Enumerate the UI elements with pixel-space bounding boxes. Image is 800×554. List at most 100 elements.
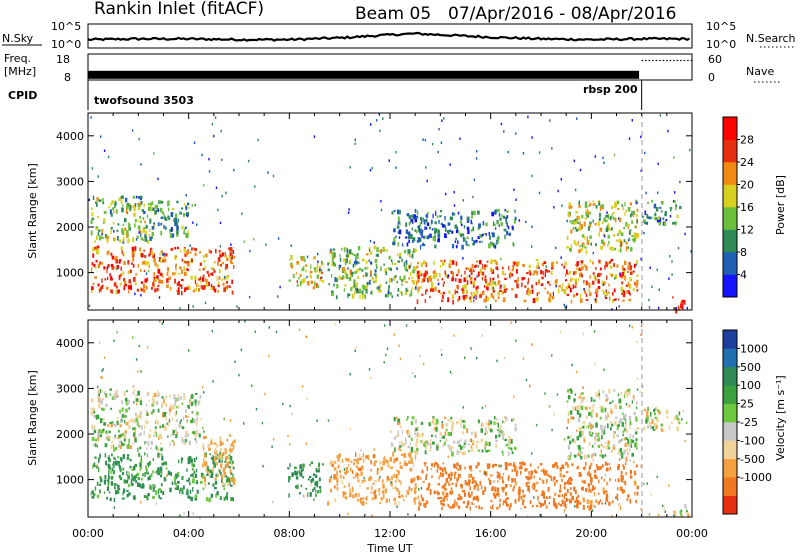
colorbar-tick-label: -1000 (740, 471, 772, 484)
range-cell (151, 226, 155, 230)
range-cell (614, 431, 616, 434)
range-cell (348, 293, 351, 297)
range-cell (462, 199, 464, 202)
range-cell (100, 429, 103, 434)
range-cell (140, 237, 143, 241)
range-cell (521, 277, 525, 281)
range-cell (674, 191, 676, 194)
range-cell (362, 284, 365, 289)
range-cell (580, 427, 583, 433)
range-cell (147, 203, 150, 206)
range-cell (447, 419, 450, 422)
range-cell (570, 410, 573, 415)
range-cell (143, 210, 146, 214)
range-cell (336, 284, 339, 289)
range-cell (380, 199, 382, 203)
range-cell (623, 291, 626, 295)
range-cell (551, 265, 553, 270)
range-cell (484, 486, 487, 492)
range-cell (589, 202, 592, 207)
range-cell (625, 241, 628, 245)
range-cell (407, 416, 409, 419)
range-cell (398, 447, 400, 451)
range-cell (471, 237, 473, 241)
range-cell (114, 424, 117, 427)
range-cell (389, 267, 392, 271)
range-cell (346, 258, 348, 264)
range-cell (185, 414, 187, 418)
range-cell (204, 461, 207, 467)
range-cell (425, 262, 427, 267)
range-cell (493, 416, 496, 420)
range-cell (517, 491, 521, 496)
range-cell (477, 449, 480, 452)
range-cell (175, 410, 177, 415)
range-cell (445, 477, 448, 483)
range-cell (441, 468, 444, 473)
range-cell (450, 431, 452, 436)
range-cell (98, 459, 100, 464)
range-cell (439, 432, 442, 436)
range-cell (123, 260, 126, 265)
range-cell (101, 198, 104, 202)
range-cell (618, 238, 621, 243)
range-cell (120, 458, 123, 461)
range-cell (142, 238, 145, 242)
range-cell (398, 441, 401, 444)
range-cell (385, 353, 387, 357)
range-cell (451, 216, 453, 220)
range-cell (115, 285, 118, 289)
range-cell (587, 211, 590, 214)
range-cell (596, 393, 599, 398)
range-cell (445, 438, 448, 442)
range-cell (187, 460, 191, 465)
range-cell (428, 234, 431, 238)
cpid-panel: CPID twofsound 3503 rbsp 200 (8, 80, 643, 110)
range-cell (370, 491, 373, 494)
range-cell (608, 228, 611, 231)
range-cell (110, 275, 113, 281)
range-cell (513, 219, 516, 224)
range-cell (656, 409, 660, 412)
range-cell (315, 269, 318, 273)
range-cell (97, 283, 100, 287)
range-cell (506, 222, 508, 228)
colorbar-segment (723, 403, 737, 423)
range-cell (548, 475, 551, 478)
range-cell (219, 436, 222, 441)
range-cell (190, 496, 193, 502)
range-cell (189, 456, 192, 461)
range-cell (94, 276, 97, 279)
range-cell (347, 464, 350, 467)
range-cell (481, 422, 484, 427)
range-cell (163, 255, 166, 258)
range-cell (563, 495, 566, 500)
range-cell (618, 398, 622, 404)
range-cell (335, 474, 338, 477)
range-cell (109, 497, 112, 502)
range-cell (106, 266, 109, 269)
range-cell (441, 119, 443, 122)
range-cell (441, 278, 444, 281)
range-cell (173, 476, 176, 482)
range-cell (385, 498, 388, 504)
range-cell (184, 226, 187, 230)
range-cell (91, 207, 93, 211)
range-cell (156, 204, 159, 208)
range-cell (100, 400, 103, 405)
range-cell (635, 499, 637, 504)
range-cell (96, 444, 98, 448)
range-cell (214, 480, 218, 485)
range-cell (554, 492, 557, 496)
range-cell (91, 212, 94, 217)
range-cell (597, 438, 599, 442)
range-cell (410, 446, 414, 452)
range-cell (401, 291, 403, 296)
range-cell (503, 228, 507, 231)
range-cell (115, 259, 119, 264)
freq-unit-label: [MHz] (4, 65, 36, 78)
range-cell (169, 287, 172, 291)
range-cell (104, 278, 107, 281)
range-cell (537, 495, 539, 501)
range-cell (228, 466, 231, 469)
